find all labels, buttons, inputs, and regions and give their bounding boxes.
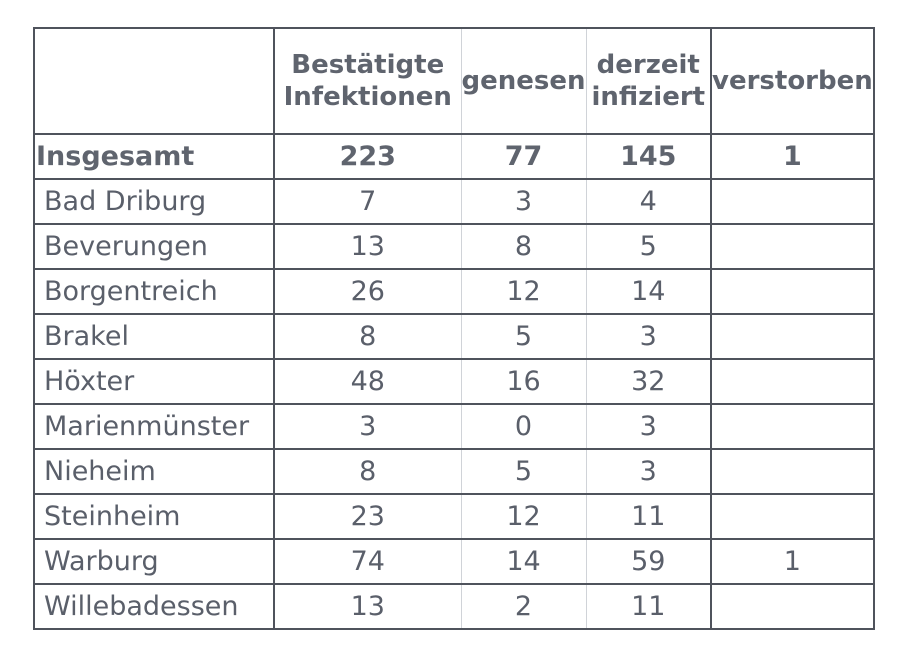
header-recovered: genesen [460,27,587,135]
header-municipality [33,27,275,135]
row-deceased [710,313,875,360]
table-row: Marienmünster 3 0 3 [33,403,875,450]
infection-statistics-table: Bestätigte Infektionen genesen derzeit i… [33,27,875,630]
total-deceased: 1 [710,133,875,180]
row-confirmed: 8 [273,448,462,495]
row-recovered: 12 [460,493,587,540]
row-recovered: 5 [460,448,587,495]
row-recovered: 12 [460,268,587,315]
row-recovered: 3 [460,178,587,225]
row-recovered: 0 [460,403,587,450]
row-confirmed: 8 [273,313,462,360]
row-confirmed: 13 [273,223,462,270]
row-recovered: 8 [460,223,587,270]
row-municipality: Bad Driburg [33,178,275,225]
row-deceased [710,268,875,315]
total-label: Insgesamt [33,133,275,180]
table-row: Steinheim 23 12 11 [33,493,875,540]
row-infected: 11 [585,583,712,630]
row-municipality: Brakel [33,313,275,360]
row-recovered: 16 [460,358,587,405]
row-infected: 5 [585,223,712,270]
row-deceased [710,223,875,270]
row-confirmed: 3 [273,403,462,450]
table-row: Warburg 74 14 59 1 [33,538,875,585]
row-confirmed: 7 [273,178,462,225]
table-row: Nieheim 8 5 3 [33,448,875,495]
row-infected: 11 [585,493,712,540]
table-row: Bad Driburg 7 3 4 [33,178,875,225]
row-municipality: Warburg [33,538,275,585]
row-infected: 32 [585,358,712,405]
row-infected: 14 [585,268,712,315]
row-deceased [710,403,875,450]
row-infected: 3 [585,403,712,450]
row-deceased [710,178,875,225]
table-row: Brakel 8 5 3 [33,313,875,360]
row-deceased: 1 [710,538,875,585]
table-row: Höxter 48 16 32 [33,358,875,405]
total-row: Insgesamt 223 77 145 1 [33,133,875,180]
row-deceased [710,448,875,495]
table-row: Willebadessen 13 2 11 [33,583,875,630]
row-confirmed: 26 [273,268,462,315]
row-deceased [710,358,875,405]
row-infected: 4 [585,178,712,225]
row-infected: 3 [585,448,712,495]
row-municipality: Nieheim [33,448,275,495]
header-deceased: verstorben [710,27,875,135]
table-row: Borgentreich 26 12 14 [33,268,875,315]
table-row: Beverungen 13 8 5 [33,223,875,270]
total-infected: 145 [585,133,712,180]
header-confirmed-infections: Bestätigte Infektionen [273,27,462,135]
row-confirmed: 23 [273,493,462,540]
row-recovered: 2 [460,583,587,630]
row-infected: 59 [585,538,712,585]
row-deceased [710,493,875,540]
total-confirmed: 223 [273,133,462,180]
row-recovered: 5 [460,313,587,360]
header-row: Bestätigte Infektionen genesen derzeit i… [33,27,875,135]
row-municipality: Willebadessen [33,583,275,630]
row-infected: 3 [585,313,712,360]
row-confirmed: 74 [273,538,462,585]
row-municipality: Höxter [33,358,275,405]
row-confirmed: 48 [273,358,462,405]
row-confirmed: 13 [273,583,462,630]
header-currently-infected: derzeit infiziert [585,27,712,135]
total-recovered: 77 [460,133,587,180]
row-municipality: Marienmünster [33,403,275,450]
row-municipality: Steinheim [33,493,275,540]
row-municipality: Beverungen [33,223,275,270]
page-top-edge [0,0,902,8]
row-deceased [710,583,875,630]
row-recovered: 14 [460,538,587,585]
row-municipality: Borgentreich [33,268,275,315]
